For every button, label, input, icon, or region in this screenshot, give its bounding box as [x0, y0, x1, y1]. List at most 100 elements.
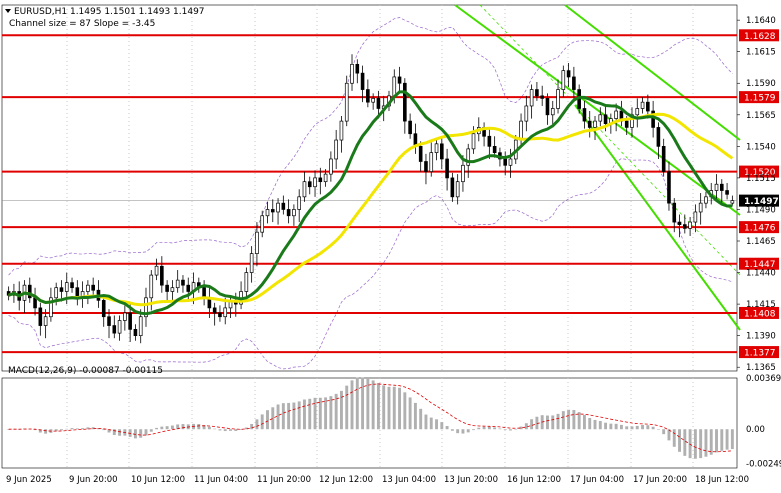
candle-body	[545, 98, 550, 116]
candle-body	[165, 284, 169, 292]
candle-body	[408, 120, 412, 135]
macd-histogram-bar	[704, 429, 708, 457]
candle-body	[334, 139, 338, 160]
candle-body	[656, 127, 661, 147]
macd-histogram-bar	[371, 380, 375, 430]
macd-histogram-bar	[408, 397, 412, 430]
candle-body	[455, 181, 460, 198]
macd-histogram-bar	[102, 429, 106, 431]
macd-histogram-bar	[524, 423, 528, 430]
symbol-dropdown-icon[interactable]	[5, 9, 11, 13]
candle-body	[54, 287, 58, 299]
macd-histogram-bar	[503, 429, 507, 430]
macd-histogram-bar	[461, 429, 465, 434]
candle-body	[101, 299, 106, 318]
channel-center-line	[479, 4, 741, 276]
candle-body	[91, 284, 95, 291]
level-label: 1.1520	[744, 168, 776, 178]
x-tick-label: 16 Jun 12:00	[507, 475, 561, 485]
macd-histogram-bar	[556, 413, 560, 430]
macd-histogram-bar	[160, 426, 164, 430]
macd-histogram-bar	[551, 415, 555, 430]
candle-body	[244, 272, 249, 292]
macd-histogram-bar	[435, 419, 438, 430]
candle-body	[424, 161, 428, 172]
macd-histogram-bar	[65, 428, 69, 430]
y-tick-label: 1.1515	[746, 174, 776, 184]
x-tick-label: 9 Jun 2025	[6, 475, 52, 485]
candle-body	[587, 120, 592, 128]
macd-histogram-bar	[165, 426, 169, 430]
macd-histogram-bar	[81, 428, 85, 430]
macd-histogram-bar	[149, 429, 153, 432]
candle-body	[255, 231, 259, 254]
moving-average-fast-line	[8, 90, 733, 316]
candle-body	[302, 181, 307, 198]
candle-body	[540, 95, 544, 99]
x-tick-label: 13 Jun 20:00	[444, 475, 498, 485]
macd-histogram-bar	[271, 407, 275, 430]
candle-body	[593, 120, 597, 128]
macd-histogram-bar	[308, 398, 312, 430]
y-tick-label: 1.1415	[746, 300, 776, 310]
macd-histogram-bar	[519, 426, 523, 430]
candle-body	[344, 82, 349, 122]
upper-envelope-line	[8, 17, 733, 276]
candle-body	[683, 224, 687, 229]
macd-histogram-bar	[588, 418, 592, 430]
y-tick-label: 1.1640	[746, 16, 776, 26]
candle-body	[445, 158, 449, 179]
candle-body	[323, 173, 328, 183]
macd-histogram-bar	[223, 429, 227, 432]
candle-body	[297, 196, 301, 210]
macd-histogram-bar	[392, 386, 396, 430]
macd-histogram-bar	[561, 411, 565, 430]
macd-histogram-bar	[60, 429, 63, 431]
level-label: 1.1628	[744, 32, 776, 42]
candle-body	[360, 72, 365, 90]
candle-body	[43, 316, 48, 326]
candle-body	[450, 177, 455, 198]
candle-body	[392, 76, 397, 97]
macd-histogram-bar	[593, 419, 597, 430]
candle-body	[33, 297, 37, 309]
macd-histogram-bar	[630, 426, 634, 430]
macd-histogram-bar	[646, 425, 650, 430]
macd-histogram-bar	[244, 427, 248, 430]
y-tick-label: 1.1390	[746, 332, 776, 342]
macd-histogram-bar	[376, 383, 380, 430]
candle-body	[223, 307, 228, 318]
macd-histogram-bar	[292, 402, 296, 430]
macd-histogram-bar	[144, 429, 148, 436]
macd-histogram-bar	[445, 426, 449, 430]
candle-body	[38, 307, 43, 326]
moving-average-slow-line	[8, 112, 734, 307]
macd-histogram-bar	[678, 429, 681, 452]
candle-body	[550, 108, 555, 116]
candle-body	[307, 181, 312, 188]
macd-histogram-bar	[324, 397, 328, 430]
macd-histogram-bar	[250, 423, 254, 430]
candle-body	[519, 120, 523, 141]
candle-body	[292, 209, 296, 217]
macd-y-tick-label: 0.00369	[746, 374, 781, 384]
candle-body	[677, 221, 682, 225]
x-tick-label: 11 Jun 20:00	[257, 475, 311, 485]
symbol-ohlc-label: EURUSD,H1 1.1495 1.1501 1.1493 1.1497	[14, 7, 205, 17]
candle-body	[704, 196, 708, 204]
macd-histogram-bar	[683, 429, 687, 456]
candle-body	[672, 202, 677, 223]
candle-body	[366, 89, 370, 103]
macd-histogram-bar	[466, 429, 470, 433]
candle-body	[128, 312, 132, 330]
macd-histogram-bar	[234, 429, 238, 431]
x-tick-label: 11 Jun 04:00	[194, 475, 248, 485]
candle-body	[270, 209, 275, 213]
macd-histogram-bar	[112, 429, 116, 435]
level-tag	[739, 346, 779, 359]
level-label: 1.1408	[744, 309, 776, 319]
macd-histogram-bar	[118, 429, 122, 436]
current-price-tag	[739, 194, 779, 207]
level-tag	[739, 165, 779, 178]
